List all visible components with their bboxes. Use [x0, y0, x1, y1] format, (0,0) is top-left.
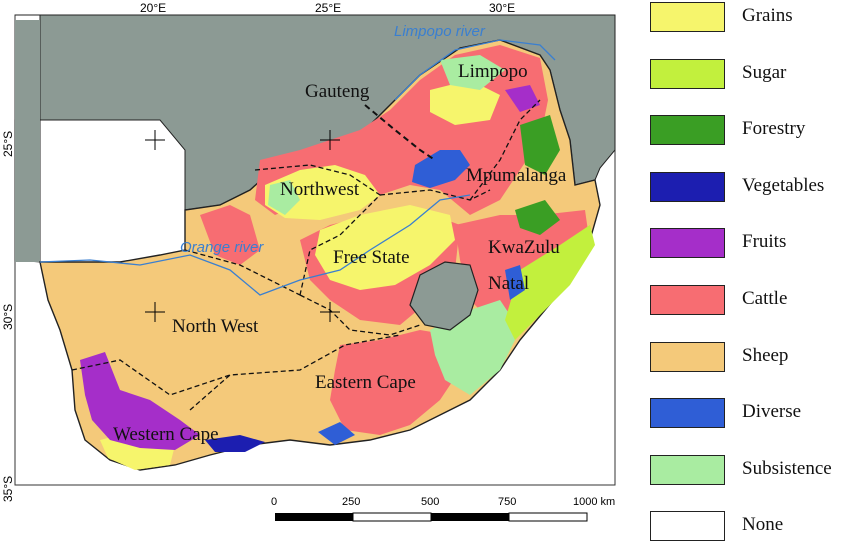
scale-tick-750: 750 [498, 496, 516, 508]
legend-item: Sheep [650, 341, 850, 372]
legend-swatch [650, 58, 725, 89]
grid-cross-30s-20e [145, 302, 165, 322]
legend-item: Fruits [650, 228, 850, 259]
region-label-gauteng: Gauteng [305, 81, 370, 102]
legend-swatch [650, 341, 725, 372]
gauteng-pointer [364, 104, 436, 161]
legend-label: Fruits [742, 231, 787, 253]
fruits-zone-limpopo [505, 85, 540, 112]
border-mpumalanga [469, 99, 541, 201]
diverse-zone-eastern-cape [318, 422, 355, 445]
border-western-cape [71, 359, 231, 396]
region-label-mpumalanga: Mpumalanga [466, 165, 567, 186]
limpopo-river-line [394, 39, 556, 101]
forestry-zone-mpumalanga [520, 115, 560, 175]
region-label-free-state: Free State [333, 247, 410, 268]
border-gauteng [379, 189, 491, 201]
lat-label-35s: 35°S [1, 476, 15, 502]
legend-label: Forestry [742, 118, 806, 140]
scale-tick-250: 250 [342, 496, 360, 508]
legend-label: Grains [742, 5, 793, 26]
lesotho [409, 261, 479, 331]
region-label-north-west: North West [172, 316, 259, 337]
diverse-zone-gauteng [412, 150, 470, 188]
legend-swatch [650, 2, 725, 32]
legend-swatch [650, 511, 725, 542]
legend-item: Grains [650, 2, 850, 32]
region-label-northwest: Northwest [280, 179, 360, 200]
legend-item: None [650, 511, 850, 542]
grains-zone-free-state [315, 205, 455, 290]
legend-label: Diverse [742, 401, 802, 423]
legend-item: Diverse [650, 398, 850, 429]
lat-label-25s: 25°S [1, 131, 15, 157]
land-use-map: 20°E 25°E 30°E 25°S 30°S 35°S Limpopo ri… [1, 1, 616, 522]
cattle-zone-eastern-cape [330, 330, 460, 435]
lat-label-30s: 30°S [1, 304, 15, 330]
scale-tick-500: 500 [421, 496, 439, 508]
vegetables-zone-western-cape [205, 435, 265, 452]
fruits-zone-western-cape [80, 352, 200, 450]
region-label-kwazulu: KwaZulu [488, 237, 560, 258]
diverse-zone-natal [505, 265, 525, 300]
lon-label-20e: 20°E [140, 1, 166, 15]
legend-label: Vegetables [742, 174, 825, 196]
region-label-western-cape: Western Cape [113, 424, 219, 445]
legend-item: Forestry [650, 115, 850, 146]
river-label-limpopo: Limpopo river [394, 23, 486, 40]
border-free-state [299, 294, 421, 336]
region-label-natal: Natal [488, 273, 529, 294]
grid-cross-25s-25e [320, 130, 340, 150]
region-label-limpopo: Limpopo [458, 61, 528, 82]
lon-label-30e: 30°E [489, 1, 515, 15]
legend-swatch [650, 228, 725, 259]
cattle-zone-west [200, 205, 260, 265]
river-label-orange: Orange river [180, 239, 264, 256]
neighbor-left-block [15, 20, 40, 262]
legend-swatch [650, 115, 725, 146]
legend-swatch [650, 285, 725, 315]
scale-tick-1000: 1000 km [573, 496, 615, 508]
border-eastern-cape [189, 334, 401, 411]
region-label-eastern-cape: Eastern Cape [315, 372, 416, 393]
grid-cross-25s-20e [145, 130, 165, 150]
legend-label: Sugar [742, 61, 787, 83]
legend-label: None [742, 514, 784, 536]
subsistence-zone-limpopo [440, 55, 505, 90]
legend-label: Subsistence [742, 457, 832, 479]
subsistence-zone-northwest [268, 180, 300, 215]
legend-item: Vegetables [650, 171, 850, 202]
legend-item: Sugar [650, 58, 850, 89]
forestry-zone-natal [515, 200, 560, 235]
scale-tick-0: 0 [271, 496, 277, 508]
scale-bar [275, 512, 588, 522]
grid-cross-30s-25e [320, 302, 340, 322]
legend-swatch [650, 398, 725, 429]
legend-label: Cattle [742, 288, 788, 309]
border-northern-cape [184, 249, 301, 296]
legend-item: Cattle [650, 285, 850, 315]
lon-label-25e: 25°E [315, 1, 341, 15]
orange-river-line [39, 194, 471, 296]
sugar-zone-coast [505, 225, 595, 340]
legend-item: Subsistence [650, 454, 850, 485]
legend-swatch [650, 454, 725, 485]
legend-swatch [650, 171, 725, 202]
grains-zone-limpopo [430, 80, 500, 125]
legend: Grains Sugar Forestry Vegetables Fruits Cattl… [650, 0, 850, 547]
legend-label: Sheep [742, 344, 789, 366]
